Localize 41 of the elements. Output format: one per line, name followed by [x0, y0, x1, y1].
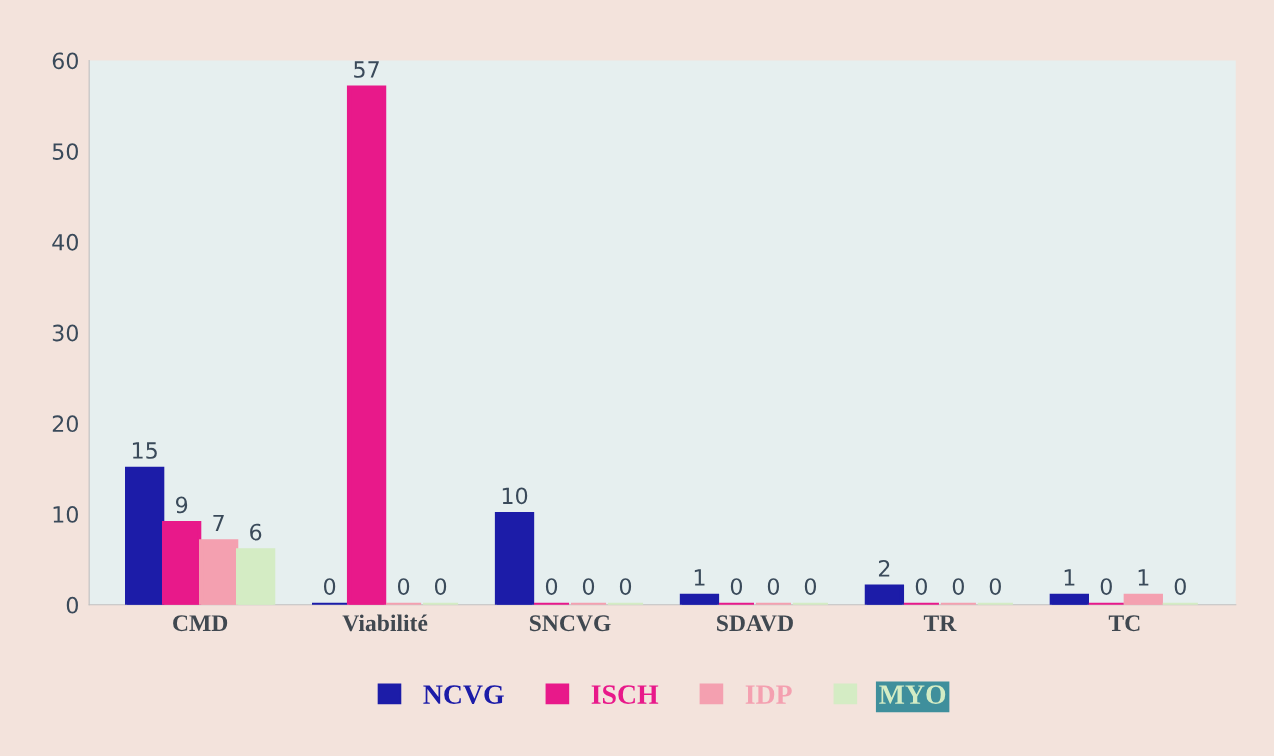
x-tick-label: TR — [923, 615, 957, 631]
data-label: 9 — [175, 496, 188, 514]
data-label: 0 — [582, 578, 595, 595]
x-tick-label: Viabilité — [342, 614, 428, 632]
data-label: 0 — [397, 578, 410, 595]
data-label: 1 — [1138, 569, 1149, 586]
x-tick-label: SDAVD — [717, 615, 793, 632]
data-label: 0 — [767, 578, 780, 595]
y-tick-label: 50 — [52, 143, 78, 160]
data-label: 0 — [989, 578, 1001, 595]
y-tick-label: 40 — [52, 233, 78, 251]
data-label: 6 — [250, 523, 262, 541]
legend-label: NCVG — [423, 685, 504, 705]
data-label: 57 — [354, 61, 379, 78]
y-tick-label: 20 — [52, 415, 78, 433]
y-tick-label: 30 — [52, 324, 78, 342]
data-label: 0 — [1174, 578, 1186, 595]
data-label: 0 — [730, 578, 743, 595]
data-label: 1 — [1064, 569, 1075, 586]
y-tick-label: 0 — [66, 596, 78, 614]
data-label: 0 — [952, 578, 964, 595]
data-label: 0 — [545, 578, 558, 595]
x-tick-label: TC — [1108, 615, 1140, 632]
y-tick-label: 10 — [53, 506, 78, 523]
data-label: 0 — [915, 578, 927, 595]
y-tick-label: 60 — [52, 52, 78, 70]
data-label: 0 — [434, 578, 447, 595]
data-label: 0 — [804, 578, 817, 595]
data-label: 7 — [213, 514, 224, 532]
legend-label: IDP — [745, 685, 792, 704]
data-label: 1 — [694, 569, 705, 586]
x-tick-label: SNCVG — [529, 615, 611, 632]
data-label: 0 — [323, 578, 336, 595]
data-label: 2 — [878, 559, 890, 577]
data-label: 0 — [1100, 578, 1112, 595]
legend-label: ISCH — [591, 685, 659, 704]
legend-label: MYO — [879, 685, 946, 704]
data-label: 15 — [132, 442, 157, 459]
x-tick-label: CMD — [173, 615, 228, 632]
data-label: 10 — [502, 487, 528, 505]
data-label: 0 — [619, 578, 632, 595]
